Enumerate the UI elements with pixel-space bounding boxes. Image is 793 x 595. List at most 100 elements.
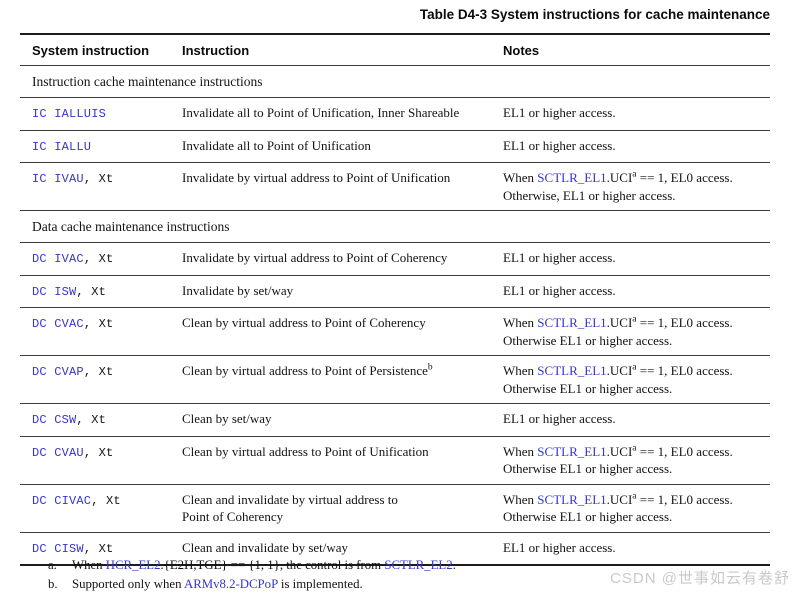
cell-system-instruction: IC IALLUIS [20, 104, 182, 124]
footnote-ref: a [632, 169, 637, 180]
cell-instruction: Clean by set/way [182, 410, 503, 428]
text-span: .UCI [606, 315, 633, 330]
register-link[interactable]: SCTLR_EL1 [537, 170, 607, 185]
cell-system-instruction: DC IVAC, Xt [20, 249, 182, 269]
register-link[interactable]: SCTLR_EL2 [384, 558, 453, 572]
footnote-marker: a. [48, 558, 57, 572]
cell-notes: EL1 or higher access. [503, 137, 770, 155]
cell-instruction: Clean by virtual address to Point of Uni… [182, 443, 503, 461]
text-span: .{E2H,TGE} == {1, 1}, the control is fro… [160, 558, 385, 572]
text-span: Clean and invalidate by virtual address … [182, 491, 398, 507]
register-link[interactable]: HCR_EL2 [105, 558, 161, 572]
instruction-link[interactable]: DC CIVAC [32, 493, 92, 508]
footnote-marker: b. [48, 577, 58, 591]
section-header-row: Instruction cache maintenance instructio… [20, 66, 770, 98]
text-span: EL1 or higher access. [503, 250, 616, 265]
text-span: is implemented. [277, 577, 363, 591]
text-span: .UCI [606, 443, 633, 459]
text-span: Invalidate by virtual address to Point o… [182, 170, 451, 185]
text-span: , Xt [76, 413, 107, 427]
instruction-link[interactable]: DC ISW [32, 284, 77, 299]
table-header-row: System instruction Instruction Notes [20, 33, 770, 66]
column-header-system-instruction: System instruction [32, 42, 150, 58]
register-link[interactable]: ARMv8.2-DCPoP [183, 577, 278, 591]
text-span: , Xt [83, 172, 114, 186]
text-span: , Xt [83, 365, 114, 379]
text-span: When [503, 491, 538, 507]
cell-instruction: Clean and invalidate by set/way [182, 539, 503, 557]
cell-notes: When SCTLR_EL1.UCIa == 1, EL0 access. Oth… [503, 443, 770, 478]
text-span: Otherwise EL1 or higher access. [503, 332, 673, 348]
text-span: == 1, EL0 access. [636, 443, 733, 459]
cell-notes: EL1 or higher access. [503, 282, 770, 300]
instruction-link[interactable]: DC CVAU [32, 445, 84, 460]
table-row: DC CVAU, Xt Clean by virtual address to P… [20, 437, 770, 485]
footnote-ref: b [427, 362, 433, 373]
register-link[interactable]: SCTLR_EL1 [537, 315, 607, 330]
text-span: Invalidate by virtual address to Point o… [182, 250, 448, 265]
text-span: Clean by virtual address to Point of Coh… [182, 315, 426, 330]
text-span: When [503, 363, 538, 378]
cell-system-instruction: DC CVAU, Xt [20, 443, 182, 463]
section-header-label: Instruction cache maintenance instructio… [32, 73, 263, 89]
instruction-link[interactable]: DC CVAC [32, 317, 84, 331]
instruction-link[interactable]: IC IALLUIS [32, 107, 107, 121]
table-row: IC IALLUIS Invalidate all to Point of Uni… [20, 98, 770, 131]
cache-maintenance-table: System instruction Instruction Notes Ins… [20, 33, 770, 566]
text-span: When [503, 315, 538, 330]
cell-notes: When SCTLR_EL1.UCIa == 1, EL0 access. Oth… [503, 314, 770, 349]
footnote-ref: a [632, 491, 637, 502]
text-span: Clean and invalidate by set/way [182, 539, 349, 555]
table-title: Table D4-3 System instructions for cache… [419, 7, 770, 22]
instruction-link[interactable]: DC IVAC [32, 252, 84, 266]
instruction-link[interactable]: IC IVAU [32, 172, 84, 186]
table-body: Instruction cache maintenance instructio… [20, 66, 770, 566]
section-header-label: Data cache maintenance instructions [32, 218, 230, 234]
footnote: b. Supported only when ARMv8.2-DCPoP is i… [48, 576, 456, 592]
table-row: IC IVAU, Xt Invalidate by virtual address… [20, 163, 770, 211]
instruction-link[interactable]: DC CVAP [32, 365, 84, 379]
footnote-ref: a [632, 443, 637, 454]
text-span: Otherwise EL1 or higher access. [503, 461, 673, 476]
footnote: a. When HCR_EL2.{E2H,TGE} == {1, 1}, the … [48, 557, 456, 573]
table-row: DC CSW, Xt Clean by set/way EL1 or higher … [20, 404, 770, 437]
table-row: DC CVAC, Xt Clean by virtual address to P… [20, 308, 770, 356]
cell-system-instruction: DC CVAP, Xt [20, 362, 182, 382]
cell-instruction: Invalidate by virtual address to Point o… [182, 169, 503, 187]
section-header-row: Data cache maintenance instructions [20, 211, 770, 243]
table-row: DC IVAC, Xt Invalidate by virtual address… [20, 243, 770, 276]
cell-system-instruction: DC CIVAC, Xt [20, 491, 182, 511]
register-link[interactable]: SCTLR_EL1 [537, 363, 607, 378]
footnote-ref: a [632, 362, 637, 373]
text-span: Supported only when [72, 577, 184, 591]
cell-notes: EL1 or higher access. [503, 539, 770, 557]
text-span: , Xt [83, 252, 114, 266]
text-span: Otherwise, EL1 or higher access. [503, 187, 676, 203]
cell-system-instruction: DC CSW, Xt [20, 410, 182, 430]
cell-system-instruction: DC ISW, Xt [20, 282, 182, 302]
instruction-link[interactable]: IC IALLU [32, 139, 92, 154]
footnote-ref: a [632, 314, 637, 325]
text-span: .UCI [606, 363, 633, 378]
text-span: Clean by virtual address to Point of Per… [182, 363, 428, 378]
text-span: When [503, 170, 538, 185]
cell-notes: When SCTLR_EL1.UCIa == 1, EL0 access. Oth… [503, 362, 770, 397]
footnotes: a. When HCR_EL2.{E2H,TGE} == {1, 1}, the … [48, 557, 456, 595]
text-span: Invalidate by set/way [182, 282, 294, 298]
register-link[interactable]: SCTLR_EL1 [537, 491, 607, 507]
column-header-instruction: Instruction [182, 42, 250, 58]
cell-notes: EL1 or higher access. [503, 104, 770, 122]
register-link[interactable]: SCTLR_EL1 [537, 443, 607, 459]
cell-notes: EL1 or higher access. [503, 249, 770, 267]
text-span: When [503, 443, 538, 459]
text-span: EL1 or higher access. [503, 282, 616, 298]
table-row: IC IALLU Invalidate all to Point of Unifi… [20, 131, 770, 163]
text-span: , Xt [83, 445, 114, 460]
instruction-link[interactable]: DC CISW [32, 541, 84, 556]
column-header-notes: Notes [503, 42, 540, 58]
text-span: == 1, EL0 access. [636, 491, 733, 507]
text-span: .UCI [606, 170, 633, 185]
text-span: , Xt [91, 493, 121, 508]
instruction-link[interactable]: DC CSW [32, 413, 77, 427]
table-row: DC CISW, Xt Clean and invalidate by set/w… [20, 533, 770, 566]
